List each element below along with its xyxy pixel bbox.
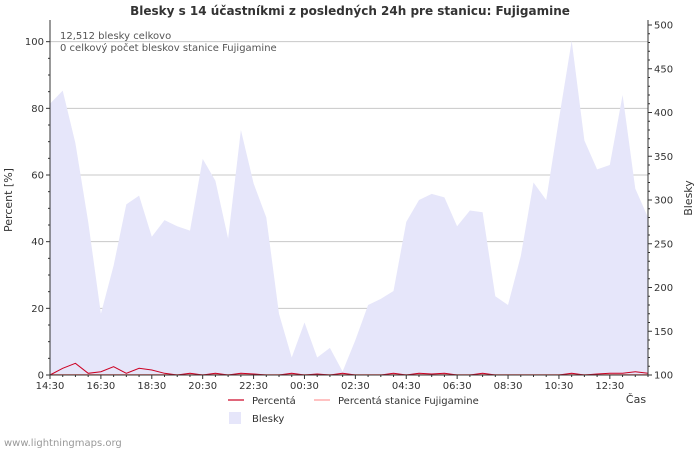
y-right-tick-label: 150	[654, 327, 673, 338]
x-tick-label: 00:30	[290, 381, 319, 392]
y-right-tick-label: 350	[654, 152, 673, 163]
y-right-tick-label: 400	[654, 108, 673, 119]
legend-label-percent: Percentá	[252, 395, 296, 407]
x-tick-label: 22:30	[239, 381, 268, 392]
x-tick-label: 02:30	[341, 381, 370, 392]
y-right-tick-label: 100	[654, 371, 673, 382]
x-tick-label: 18:30	[137, 381, 166, 392]
y-axis-right-label: Blesky	[682, 180, 695, 216]
y-right-tick-label: 500	[654, 21, 673, 32]
legend: Percentá Percentá stanice Fujigamine Ble…	[228, 395, 479, 425]
y-right-tick-label: 450	[654, 64, 673, 75]
y-left-tick-label: 60	[31, 171, 44, 182]
legend-label-lightning: Blesky	[252, 414, 284, 425]
axis-layer: 0 20 40 60 80 100 100 150 200 250 300 350 400 450 500 1…	[25, 20, 673, 392]
x-tick-label: 12:30	[595, 381, 624, 392]
y-left-tick-label: 100	[25, 37, 44, 48]
area-series-blesky	[50, 40, 648, 376]
x-tick-label: 08:30	[494, 381, 523, 392]
y-right-tick-label: 250	[654, 239, 673, 250]
y-left-tick-label: 40	[31, 237, 44, 248]
x-tick-label: 10:30	[545, 381, 574, 392]
y-left-tick-label: 80	[31, 104, 44, 115]
annotation-total: 12,512 blesky celkovo	[60, 31, 171, 42]
area-layer	[50, 40, 648, 376]
x-tick-label: 16:30	[86, 381, 115, 392]
chart-title: Blesky s 14 účastníkmi z posledných 24h …	[130, 4, 570, 18]
x-tick-label: 20:30	[188, 381, 217, 392]
footer-credit: www.lightningmaps.org	[4, 438, 122, 449]
y-left-tick-label: 20	[31, 304, 44, 315]
y-axis-left-label: Percent [%]	[2, 168, 15, 232]
legend-label-station: Percentá stanice Fujigamine	[338, 395, 479, 407]
x-tick-label: 04:30	[392, 381, 421, 392]
legend-swatch-lightning	[229, 412, 241, 424]
annotation-station: 0 celkový počet bleskov stanice Fujigami…	[60, 42, 277, 54]
x-tick-label: 06:30	[443, 381, 472, 392]
x-axis-label: Čas	[626, 393, 646, 406]
y-right-tick-label: 300	[654, 196, 673, 207]
x-tick-label: 14:30	[36, 381, 65, 392]
y-right-tick-label: 200	[654, 283, 673, 294]
y-left-tick-label: 0	[38, 371, 44, 382]
